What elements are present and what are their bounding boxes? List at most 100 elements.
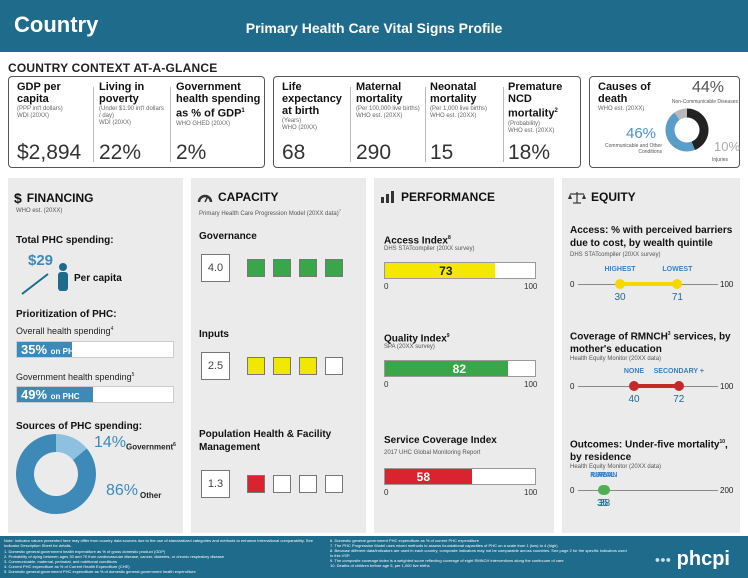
range-low-label: HIGHEST <box>604 266 636 273</box>
other-source-label: Other <box>140 491 162 500</box>
coverage-index-label: Service Coverage Index <box>384 435 497 446</box>
u5-label: Outcomes: Under-five mortality <box>570 439 720 451</box>
rmnch-label: Coverage of RMNCH <box>570 331 668 343</box>
bar-chart-icon <box>381 191 394 203</box>
capacity-group-label: Governance <box>199 231 257 242</box>
ncd-pct: 44% <box>692 79 725 96</box>
header-banner: Country Primary Health Care Vital Signs … <box>0 0 748 52</box>
gdp-value: $2,894 <box>17 141 82 164</box>
ncd-metric: Premature NCD mortality2 (Probability) W… <box>508 81 578 164</box>
coverage-value: 58 <box>416 470 430 484</box>
neonatal-title: Neonatal mortality <box>430 81 477 105</box>
gov-source-value: 14% <box>94 434 127 451</box>
inj-label: Injuries <box>711 157 729 163</box>
overall-bar: 35% on PHC <box>16 341 174 358</box>
rmnch-sup: 3 <box>667 331 671 337</box>
maternal-source: (Per 100,000 live births) WHO est. (20XX… <box>356 106 420 119</box>
gdp-source: (PPP int'l dollars) WDI (20XX) <box>17 106 63 119</box>
divider <box>170 87 171 162</box>
axis-max: 100 <box>524 282 538 291</box>
range-high-value: 72 <box>673 394 685 405</box>
ncd-value: 18% <box>508 141 551 164</box>
divider <box>503 87 504 162</box>
capacity-score: 2.5 <box>201 352 230 380</box>
performance-heading: PERFORMANCE <box>380 190 495 204</box>
on-phc-label: on PHC <box>50 392 80 401</box>
govspend-sup: 1 <box>241 108 245 114</box>
axis-max: 100 <box>720 382 734 391</box>
neonatal-metric: Neonatal mortality (Per 1,000 live birth… <box>430 81 500 164</box>
financing-source: WHO est. (20XX) <box>16 208 63 214</box>
poverty-title: Living in poverty <box>99 81 145 105</box>
logo-dots-icon: ●●● <box>654 554 672 565</box>
footnote: 7. The PHC Progression Model uses mixed … <box>330 543 558 548</box>
per-capita-value: $29 <box>28 252 54 269</box>
axis-min: 0 <box>384 380 389 389</box>
range-low-dot <box>615 279 625 289</box>
axis-max: 100 <box>720 280 734 289</box>
footnote: 10. Deaths of children before age 5, per… <box>330 563 430 568</box>
footer-note: Note: Indicator values presented here ma… <box>4 538 313 548</box>
govspend-title: Government health spending as % of GDP <box>176 81 261 120</box>
gdp-metric: GDP per capita (PPP int'l dollars) WDI (… <box>17 81 87 164</box>
comm-pct: 46% <box>626 125 657 142</box>
causes-source: WHO est. (20XX) <box>598 106 645 112</box>
causes-title: Causes of death <box>598 81 651 105</box>
capacity-level-square <box>325 357 343 375</box>
coverage-source: 2017 UHC Global Monitoring Report <box>384 450 481 456</box>
footer: Note: Indicator values presented here ma… <box>0 536 748 578</box>
range-bar <box>620 282 678 286</box>
quality-sup: 9 <box>446 333 450 339</box>
capacity-level-square <box>299 259 317 277</box>
total-phc-label: Total PHC spending: <box>16 235 114 246</box>
capacity-level-square <box>247 259 265 277</box>
footnote: 5. Domestic general government PHC expen… <box>4 569 196 574</box>
neonatal-source: (Per 1,000 live births) WHO est. (20XX) <box>430 106 488 119</box>
ncd-label: Non-Communicable Diseases <box>671 99 738 105</box>
gov-sup: 5 <box>131 372 135 378</box>
rmnch-source: Health Equity Monitor (20XX data) <box>570 356 662 362</box>
causes-metric: Causes of death WHO est. (20XX) <box>598 81 658 113</box>
range-low-value: 30 <box>614 292 626 303</box>
gauge-icon <box>197 194 213 203</box>
capacity-level-square <box>247 357 265 375</box>
arrow-person-icon <box>21 273 49 295</box>
rmnch-range: NONE SECONDARY + 0 100 40 72 <box>570 368 734 412</box>
range-high-dot <box>672 279 683 289</box>
gdp-title: GDP per capita <box>17 81 61 105</box>
divider <box>425 87 426 162</box>
poverty-value: 22% <box>99 141 142 164</box>
coverage-bar: 58 <box>384 468 536 485</box>
other-source-value: 86% <box>106 482 139 499</box>
performance-section: PERFORMANCE Access Index8 DHS STATcompil… <box>374 178 554 533</box>
axis-min: 0 <box>570 280 575 289</box>
capacity-group-label: Population Health & Facility Management <box>199 429 332 453</box>
quality-source: SPA (20XX survey) <box>384 344 435 350</box>
range-low-value: 40 <box>628 394 640 405</box>
causes-box: Causes of death WHO est. (20XX) 44% Non-… <box>589 76 740 168</box>
divider <box>350 87 351 162</box>
overall-bar-fill: 35% on PHC <box>17 342 80 357</box>
life-metric: Life expectancy at birth (Years) WHO (20… <box>282 81 346 164</box>
access-sup: 8 <box>447 235 451 241</box>
footnote: 1. Domestic general government health ex… <box>4 549 166 554</box>
gov-bar-fill: 49% on PHC <box>17 387 94 402</box>
health-box: Life expectancy at birth (Years) WHO (20… <box>273 76 581 168</box>
life-source: (Years) WHO (20XX) <box>282 118 318 131</box>
axis-max: 100 <box>524 488 538 497</box>
axis-max: 100 <box>524 380 538 389</box>
capacity-score: 4.0 <box>201 254 230 282</box>
u5-sup: 10 <box>719 439 726 445</box>
quality-bar-fill: 82 <box>385 361 508 376</box>
scales-icon <box>568 191 586 204</box>
range-low-value: 35 <box>596 498 609 509</box>
capacity-group-label: Inputs <box>199 329 229 340</box>
range-high-value: 71 <box>671 292 683 303</box>
u5-label-2: , by residence <box>570 439 728 464</box>
maternal-value: 290 <box>356 141 392 164</box>
capacity-heading: CAPACITY <box>197 190 278 204</box>
profile-title: Primary Health Care Vital Signs Profile <box>245 20 503 36</box>
comm-label: Communicable and Other Conditions <box>605 143 662 155</box>
capacity-level-square <box>273 475 291 493</box>
barriers-range: HIGHEST LOWEST 0 100 30 71 <box>570 266 734 310</box>
